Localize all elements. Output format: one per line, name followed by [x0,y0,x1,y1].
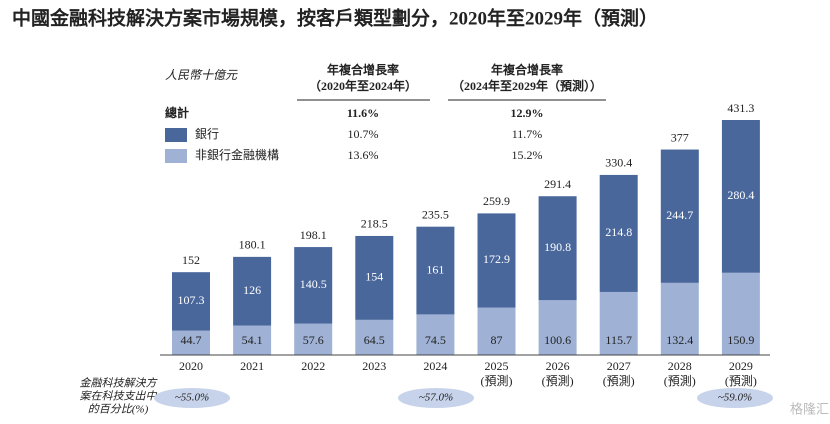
bar-segment [721,272,760,355]
x-tick-label: 2024 [423,359,447,373]
segment-label: 74.5 [425,333,446,347]
share-ellipse [398,388,474,408]
segment-label: 57.6 [303,333,324,347]
x-tick-label: 2025 [485,359,509,373]
segment-label: 140.5 [300,277,327,291]
table-header: （2024年至2029年（預測）） [452,78,602,93]
table-row-label: 總計 [165,105,189,120]
segment-label: 54.1 [242,333,263,347]
share-label: ~57.0% [419,392,453,404]
bar-segment [355,235,394,320]
table-cell: 11.7% [512,127,543,141]
segment-label: 214.8 [605,225,632,239]
x-tick-label: (預測) [542,374,574,388]
bar-segment [599,291,638,355]
bar-segment [416,314,455,355]
total-label: 198.1 [300,228,327,242]
bar-segment [538,300,577,355]
table-cell: 11.6% [347,106,379,120]
note: 的百分比(%) [88,403,149,416]
x-tick-label: (預測) [664,374,696,388]
table-cell: 15.2% [512,148,543,162]
total-label: 431.3 [727,101,754,115]
segment-label: 64.5 [364,333,385,347]
total-label: 235.5 [422,207,449,221]
segment-label: 132.4 [666,333,693,347]
x-tick-label: (預測) [725,374,757,388]
bar-segment [477,213,516,308]
bar-segment [294,323,333,355]
bar-segment [416,226,455,315]
segment-label: 126 [243,283,261,297]
share-label: ~59.0% [718,392,752,404]
bar-segment [172,330,210,355]
x-tick-label: (預測) [481,374,513,388]
bar-segment [233,256,272,326]
x-tick-label: 2020 [179,359,203,373]
x-tick-label: 2027 [607,359,631,373]
segment-label: 190.8 [544,240,571,254]
bar-segment [599,174,638,292]
table-header: 年複合增長率 [491,62,563,77]
watermark: 格隆汇 [790,402,829,418]
total-label: 330.4 [605,156,632,170]
segment-label: 150.9 [727,333,754,347]
x-tick-label: (預測) [603,374,635,388]
segment-label: 87 [491,333,503,347]
x-tick-label: 2029 [729,359,753,373]
segment-label: 172.9 [483,252,510,266]
share-ellipse [697,388,773,408]
segment-label: 161 [426,262,444,276]
total-label: 291.4 [544,177,571,191]
bar-segment [233,325,272,355]
segment-label: 115.7 [605,333,632,347]
table-cell: 10.7% [348,127,379,141]
bar-segment [172,272,210,331]
note: 金融科技解決方 [80,377,159,390]
segment-label: 154 [365,270,383,284]
legend-swatch [165,149,187,163]
x-tick-label: 2028 [668,359,692,373]
segment-label: 107.3 [178,293,205,307]
share-ellipse [154,388,230,408]
total-label: 180.1 [239,238,266,252]
x-tick-label: 2022 [301,359,325,373]
unit-label: 人民幣十億元 [165,68,238,82]
table-header: 年複合增長率 [327,62,399,77]
segment-label: 280.4 [727,188,754,202]
total-label: 259.9 [483,194,510,208]
segment-label: 244.7 [666,208,693,222]
total-label: 152 [182,253,200,267]
legend-swatch [165,128,187,142]
table-cell: 13.6% [348,148,379,162]
segment-label: 44.7 [181,333,202,347]
chart-title: 中國金融科技解決方案市場規模，按客戶類型劃分，2020年至2029年（預測） [12,6,658,29]
bar-segment [477,307,516,355]
bar-segment [660,149,699,283]
table-row-label: 非銀行金融機構 [195,147,279,162]
segment-label: 100.6 [544,333,571,347]
bar-segment [660,282,699,355]
table-row-label: 銀行 [195,127,219,141]
x-tick-label: 2021 [240,359,264,373]
bar-segment [538,196,577,301]
bar-segment [355,319,394,355]
x-tick-label: 2023 [362,359,386,373]
share-label: ~55.0% [175,392,209,404]
bar-segment [294,247,333,324]
x-tick-label: 2026 [546,359,570,373]
table-header: （2020年至2024年） [309,78,417,93]
bar-segment [721,120,760,273]
total-label: 218.5 [361,217,388,231]
note: 案在科技支出中 [80,390,158,403]
total-label: 377 [671,130,689,144]
table-cell: 12.9% [511,106,544,120]
